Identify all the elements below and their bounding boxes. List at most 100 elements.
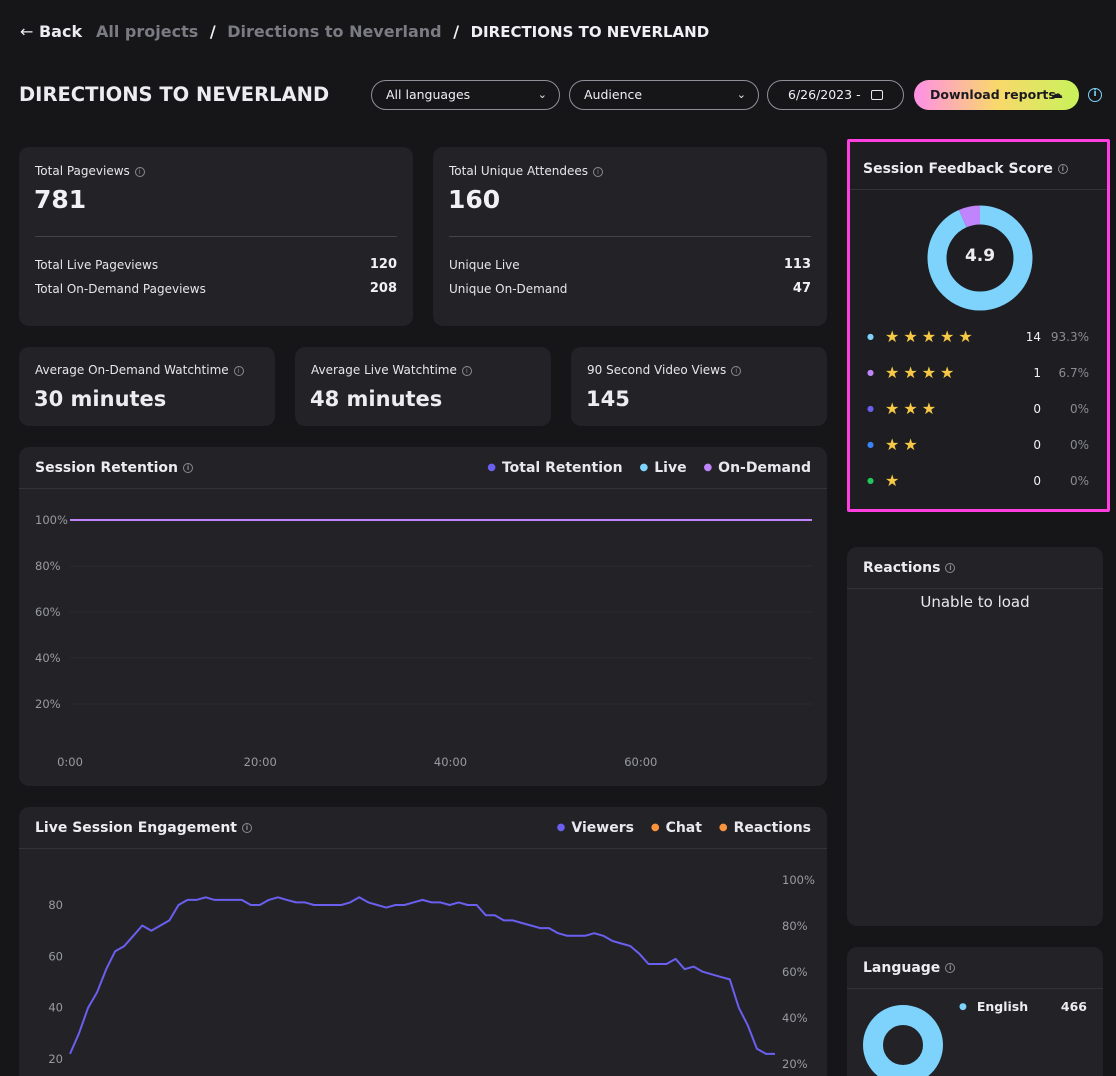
- total-pageviews-label: Total Pageviews: [35, 164, 130, 178]
- ondemand-watchtime-card: Average On-Demand Watchtime i 30 minutes: [19, 347, 275, 426]
- feedback-row: ● ★ 0 0%: [867, 471, 1089, 493]
- info-icon[interactable]: i: [945, 963, 956, 973]
- y-tick-label: 40%: [35, 651, 61, 665]
- legend-total-retention[interactable]: ● Total Retention: [487, 460, 623, 476]
- star-rating-icon: ★: [885, 471, 904, 490]
- legend-dot: ●: [959, 1002, 967, 1012]
- arrow-left-icon: ←: [20, 22, 34, 41]
- live-watchtime-value: 48 minutes: [310, 387, 443, 411]
- info-icon[interactable]: i: [183, 463, 194, 473]
- language-donut-chart: [863, 1005, 943, 1076]
- chevron-down-icon: ⌄: [736, 88, 746, 101]
- y-tick-label: 40: [48, 1001, 63, 1015]
- language-select[interactable]: All languages ⌄: [371, 80, 560, 110]
- y-tick-label: 80%: [35, 559, 61, 573]
- unique-ondemand-value: 47: [792, 281, 811, 296]
- y-tick-label: 60: [48, 949, 63, 963]
- info-icon[interactable]: i: [134, 166, 145, 177]
- live-pageviews-value: 120: [369, 257, 397, 272]
- page-title: DIRECTIONS TO NEVERLAND: [19, 83, 330, 106]
- back-button[interactable]: ← Back: [20, 22, 83, 41]
- y2-tick-label: 60%: [782, 965, 808, 979]
- ondemand-watchtime-value: 30 minutes: [34, 387, 167, 411]
- unique-attendees-value: 160: [448, 185, 501, 214]
- info-icon[interactable]: i: [945, 563, 956, 573]
- legend-live[interactable]: ● Live: [639, 460, 687, 476]
- retention-chart: 100% 80% 60% 40% 20% 0:00 20:00 40:00 60:00: [35, 513, 812, 769]
- engagement-chart: 80 60 40 20 100% 80% 60% 40% 20%: [48, 873, 815, 1071]
- reactions-card: Reactions i Unable to load: [847, 547, 1103, 926]
- live-engagement-card: Live Session Engagement i ● Viewers ● Chat …: [19, 807, 827, 1076]
- reactions-error-message: Unable to load: [920, 593, 1030, 611]
- divider: [847, 588, 1103, 589]
- star-rating-icon: ★★: [885, 435, 922, 454]
- live-watchtime-label: Average Live Watchtime: [311, 363, 457, 377]
- language-item: ● English 466: [959, 999, 1087, 1014]
- divider: [847, 988, 1103, 989]
- download-reports-button[interactable]: Download reports ☁: [914, 80, 1079, 110]
- ondemand-pageviews-label: Total On-Demand Pageviews: [35, 282, 206, 296]
- x-tick-label: 20:00: [244, 755, 277, 769]
- legend-dot: ●: [867, 440, 874, 449]
- video-views-card: 90 Second Video Views i 145: [571, 347, 827, 426]
- divider: [19, 488, 827, 489]
- feedback-percent: 6.7%: [1058, 366, 1090, 380]
- unique-attendees-label: Total Unique Attendees: [449, 164, 589, 178]
- breadcrumb-separator: /: [209, 22, 216, 41]
- y2-tick-label: 40%: [782, 1011, 808, 1025]
- x-tick-label: 40:00: [434, 755, 467, 769]
- info-icon[interactable]: i: [461, 365, 472, 376]
- legend-reactions[interactable]: ● Reactions: [718, 820, 811, 836]
- unique-attendees-card: Total Unique Attendees i 160 Unique Live …: [433, 147, 827, 326]
- y-tick-label: 20%: [35, 697, 61, 711]
- ondemand-pageviews-value: 208: [369, 281, 397, 296]
- info-icon[interactable]: i: [241, 823, 252, 833]
- feedback-percent: 93.3%: [1050, 330, 1089, 344]
- live-watchtime-card: Average Live Watchtime i 48 minutes: [295, 347, 551, 426]
- divider: [35, 236, 397, 237]
- info-icon[interactable]: i: [731, 365, 742, 376]
- feedback-row: ● ★★ 0 0%: [867, 435, 1089, 457]
- feedback-row: ● ★★★ 0 0%: [867, 399, 1089, 421]
- y2-tick-label: 80%: [782, 919, 808, 933]
- feedback-count: 1: [1033, 366, 1041, 380]
- feedback-score-value: 4.9: [964, 246, 996, 266]
- info-icon[interactable]: i: [1088, 88, 1102, 102]
- cloud-download-icon: ☁: [1050, 87, 1063, 102]
- info-icon[interactable]: i: [233, 365, 244, 376]
- feedback-percent: 0%: [1069, 474, 1089, 488]
- y-tick-label: 60%: [35, 605, 61, 619]
- language-card: Language i ● English 466: [847, 947, 1103, 1076]
- feedback-percent: 0%: [1069, 402, 1089, 416]
- star-rating-icon: ★★★: [885, 399, 941, 418]
- reactions-title: Reactions: [863, 560, 941, 576]
- x-tick-label: 60:00: [624, 755, 657, 769]
- date-range-picker[interactable]: 6/26/2023 -: [767, 80, 904, 110]
- feedback-row: ● ★★★★★ 14 93.3%: [867, 327, 1089, 349]
- feedback-count: 0: [1033, 402, 1041, 416]
- info-icon[interactable]: i: [1057, 164, 1068, 174]
- audience-select[interactable]: Audience ⌄: [569, 80, 759, 110]
- info-icon[interactable]: i: [593, 166, 604, 177]
- feedback-count: 0: [1033, 474, 1041, 488]
- language-count: 466: [1060, 999, 1087, 1014]
- video-views-value: 145: [586, 387, 630, 411]
- ondemand-watchtime-label: Average On-Demand Watchtime: [35, 363, 229, 377]
- legend-ondemand[interactable]: ● On-Demand: [703, 460, 811, 476]
- y-tick-label: 80: [48, 898, 63, 912]
- breadcrumb-project[interactable]: Directions to Neverland: [227, 22, 442, 41]
- breadcrumb-all-projects[interactable]: All projects: [96, 22, 199, 41]
- legend-dot: ●: [867, 368, 874, 377]
- x-tick-label: 0:00: [57, 755, 83, 769]
- session-retention-card: Session Retention i ● Total Retention ● Liv…: [19, 447, 827, 786]
- donut-segment-4-stars: [927, 205, 1033, 311]
- total-pageviews-value: 781: [34, 185, 87, 214]
- session-retention-title: Session Retention: [35, 460, 179, 476]
- feedback-count: 14: [1025, 330, 1041, 344]
- star-rating-icon: ★★★★★: [885, 327, 977, 346]
- legend-viewers[interactable]: ● Viewers: [556, 820, 634, 836]
- chevron-down-icon: ⌄: [537, 88, 547, 101]
- language-title: Language: [863, 960, 941, 976]
- legend-chat[interactable]: ● Chat: [650, 820, 702, 836]
- y2-tick-label: 20%: [782, 1057, 808, 1071]
